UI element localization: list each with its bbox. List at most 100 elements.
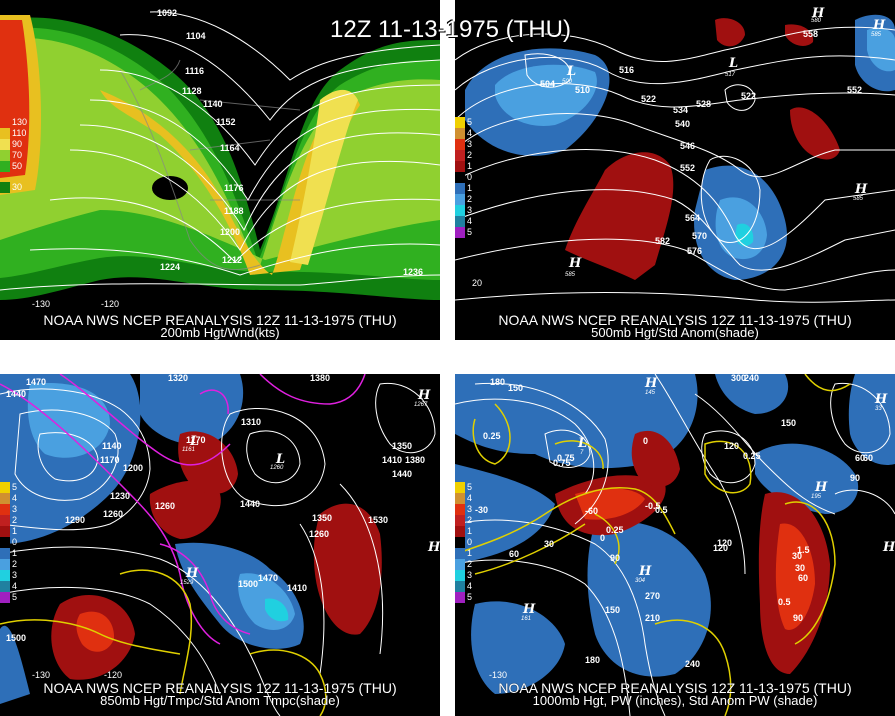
legend-label: 1 bbox=[12, 548, 18, 558]
legend-label: 2 bbox=[467, 150, 473, 160]
contour-label: 534 bbox=[673, 105, 689, 115]
legend-label: 4 bbox=[467, 128, 473, 138]
low-center-value: 7 bbox=[580, 450, 584, 456]
panel-500mb: 5 4 3 2 1 0 1 2 3 4 5 504 510 516 522 52… bbox=[455, 0, 895, 340]
high-center: H bbox=[855, 182, 868, 197]
legend-label: 2 bbox=[12, 559, 18, 569]
panel-200mb: 130 110 90 70 50 30 1092 1104 1116 1128 … bbox=[0, 0, 440, 340]
contour-label: 1200 bbox=[123, 463, 144, 473]
legend-label: 3 bbox=[467, 570, 473, 580]
contour-label: 1350 bbox=[312, 513, 333, 523]
legend-label: 2 bbox=[467, 559, 473, 569]
contour-label: 1176 bbox=[224, 183, 244, 193]
contour-label: -60 bbox=[585, 506, 599, 516]
legend-label: 5 bbox=[467, 227, 473, 237]
legend-label: 3 bbox=[467, 205, 473, 215]
contour-label: 30 bbox=[795, 563, 806, 573]
high-center: H bbox=[523, 602, 536, 617]
legend-swatch: 5 bbox=[0, 592, 17, 603]
contour-label: 0 bbox=[643, 436, 649, 446]
panel-header: NOAA NWS NCEP REANALYSIS 12Z 11-13-1975 … bbox=[43, 680, 397, 696]
legend-label: 4 bbox=[12, 581, 18, 591]
legend-200mb: 130 110 90 70 50 30 bbox=[0, 117, 27, 193]
low-center-value: 1161 bbox=[182, 447, 195, 453]
longitude-label: -130 bbox=[32, 670, 51, 680]
contour-label: 0.75 bbox=[553, 458, 571, 468]
legend-label: 1 bbox=[467, 183, 473, 193]
longitude-label: -120 bbox=[101, 299, 120, 309]
legend-swatch: 0 bbox=[0, 537, 17, 548]
contour-label: 1140 bbox=[203, 99, 223, 109]
legend-swatch: 110 bbox=[0, 128, 26, 139]
map-200mb bbox=[0, 0, 440, 340]
legend-swatch: 3 bbox=[0, 570, 17, 581]
panel-header: NOAA NWS NCEP REANALYSIS 12Z 11-13-1975 … bbox=[498, 312, 852, 328]
contour-label: 30 bbox=[792, 551, 803, 561]
contour-label: 60 bbox=[863, 453, 874, 463]
high-center-value: 585 bbox=[565, 272, 576, 278]
legend-swatch: 3 bbox=[0, 504, 17, 515]
map-500mb bbox=[455, 0, 895, 340]
contour-label: 120 bbox=[717, 538, 733, 548]
contour-label: 150 bbox=[605, 605, 621, 615]
contour-label: 1260 bbox=[155, 501, 176, 511]
contour-label: 1092 bbox=[157, 8, 178, 18]
main-title: 12Z 11-13-1975 (THU) bbox=[330, 16, 571, 43]
contour-label: 90 bbox=[793, 613, 804, 623]
legend-swatch: 4 bbox=[0, 493, 17, 504]
contour-label: 552 bbox=[680, 163, 696, 173]
legend-swatch: 1 bbox=[0, 526, 17, 537]
longitude-label: 20 bbox=[472, 278, 483, 288]
contour-label: 516 bbox=[619, 65, 635, 75]
high-center: H bbox=[428, 540, 440, 555]
legend-swatch: 1 bbox=[455, 526, 472, 537]
contour-label: 0.5 bbox=[778, 597, 791, 607]
panel-header: NOAA NWS NCEP REANALYSIS 12Z 11-13-1975 … bbox=[498, 680, 852, 696]
legend-label: 5 bbox=[12, 482, 18, 492]
legend-swatch: 130 bbox=[0, 117, 27, 128]
high-center-value: 580 bbox=[811, 18, 822, 24]
legend-swatch: 3 bbox=[455, 570, 472, 581]
contour-label: 240 bbox=[685, 659, 701, 669]
legend-swatch: 2 bbox=[0, 559, 17, 570]
legend-swatch: 1 bbox=[455, 161, 472, 172]
contour-label: 0.25 bbox=[606, 525, 624, 535]
contour-label: 1260 bbox=[103, 509, 124, 519]
contour-label: 90 bbox=[850, 473, 861, 483]
legend-swatch: 2 bbox=[455, 150, 472, 161]
high-center: H bbox=[569, 256, 582, 271]
contour-label: 1116 bbox=[185, 66, 205, 76]
contour-label: 210 bbox=[645, 613, 661, 623]
contour-label: 1230 bbox=[110, 491, 131, 501]
legend-swatch: 3 bbox=[455, 504, 472, 515]
high-center: H bbox=[418, 388, 431, 403]
legend-label: 4 bbox=[467, 216, 473, 226]
legend-label: 1 bbox=[467, 161, 473, 171]
contour-label: 1500 bbox=[6, 633, 27, 643]
contour-label: 1152 bbox=[216, 117, 236, 127]
map-850mb bbox=[0, 374, 440, 716]
high-center: H bbox=[645, 376, 658, 391]
legend-swatch: 0 bbox=[455, 172, 472, 183]
legend-swatch: 5 bbox=[455, 117, 472, 128]
high-center-value: 1267 bbox=[414, 402, 428, 408]
contour-label: 60 bbox=[509, 549, 520, 559]
contour-label: 546 bbox=[680, 141, 696, 151]
legend-label: 70 bbox=[12, 150, 23, 160]
legend-1000mb: 5 4 3 2 1 0 1 2 3 4 5 bbox=[455, 482, 472, 603]
high-center: H bbox=[873, 18, 886, 33]
high-center-value: 161 bbox=[521, 616, 532, 622]
legend-swatch: 3 bbox=[455, 139, 472, 150]
legend-label: 1 bbox=[467, 548, 473, 558]
legend-label: 3 bbox=[467, 504, 473, 514]
contour-label: 0.5 bbox=[655, 505, 668, 515]
contour-label: 300 bbox=[731, 374, 747, 383]
contour-label: 1500 bbox=[238, 579, 259, 589]
legend-swatch: 2 bbox=[455, 194, 472, 205]
legend-label: 1 bbox=[467, 526, 473, 536]
contour-label: 1128 bbox=[182, 86, 202, 96]
contour-label: 240 bbox=[744, 374, 760, 383]
contour-label: 1200 bbox=[220, 227, 241, 237]
contour-label: 1224 bbox=[160, 262, 181, 272]
legend-label: 2 bbox=[12, 515, 18, 525]
